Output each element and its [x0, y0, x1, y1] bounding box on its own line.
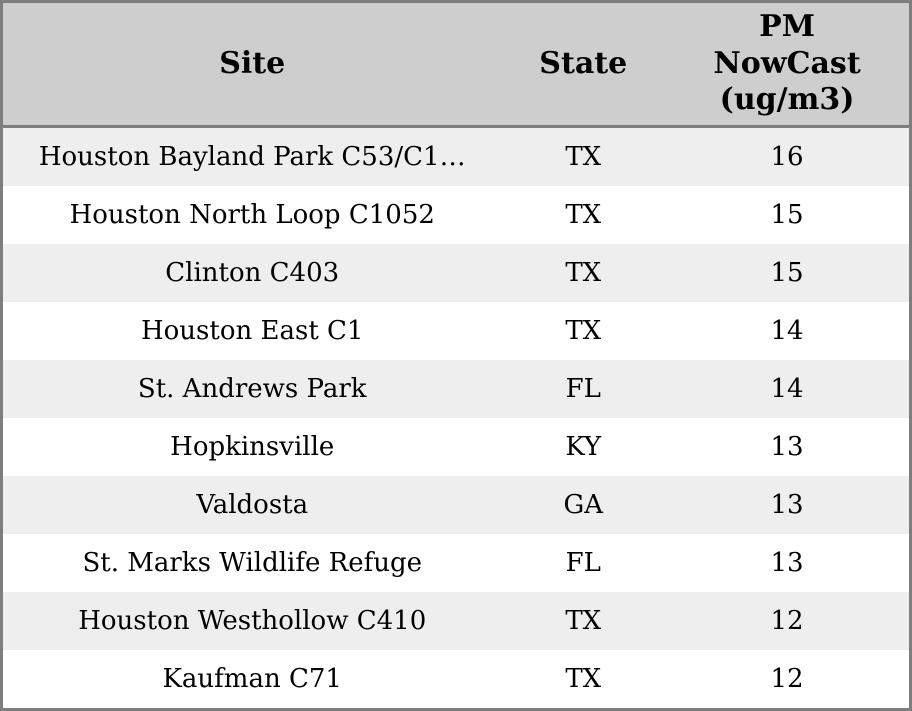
pm-nowcast-cell: 15: [770, 258, 804, 288]
pm-nowcast-cell: 12: [770, 664, 804, 694]
table-row: Houston North Loop C1052 TX 15: [1, 186, 911, 244]
pm-nowcast-cell: 13: [770, 548, 804, 578]
table-body: Houston Bayland Park C53/C1… TX 16 Houst…: [1, 126, 911, 710]
table-header: Site State PM NowCast (ug/m3): [1, 1, 911, 128]
pm-nowcast-cell: 13: [770, 432, 804, 462]
site-cell: Clinton C403: [165, 258, 340, 288]
state-cell: TX: [565, 316, 602, 346]
site-cell: Houston Westhollow C410: [78, 606, 427, 636]
site-cell: Houston North Loop C1052: [69, 200, 435, 230]
state-cell: TX: [565, 142, 602, 172]
site-cell: St. Marks Wildlife Refuge: [82, 548, 422, 578]
state-cell: GA: [563, 490, 604, 520]
state-cell: TX: [565, 258, 602, 288]
state-cell: TX: [565, 664, 602, 694]
pm-nowcast-cell: 13: [770, 490, 804, 520]
pm-nowcast-cell: 16: [770, 142, 804, 172]
state-cell: FL: [565, 374, 601, 404]
state-cell: FL: [565, 548, 601, 578]
site-cell: Kaufman C71: [162, 664, 342, 694]
site-cell: St. Andrews Park: [137, 374, 367, 404]
site-cell: Houston Bayland Park C53/C1…: [38, 142, 466, 172]
site-cell: Hopkinsville: [170, 432, 335, 462]
pm-nowcast-cell: 12: [770, 606, 804, 636]
pm-nowcast-cell: 15: [770, 200, 804, 230]
table-row: Houston East C1 TX 14: [1, 302, 911, 360]
table-row: Hopkinsville KY 13: [1, 418, 911, 476]
state-cell: TX: [565, 200, 602, 230]
table-row: Clinton C403 TX 15: [1, 244, 911, 302]
state-cell: TX: [565, 606, 602, 636]
table-header-row: Site State PM NowCast (ug/m3): [1, 1, 911, 128]
table-row: Kaufman C71 TX 12: [1, 650, 911, 710]
site-cell: Houston East C1: [140, 316, 364, 346]
column-header-pm-nowcast: PM NowCast (ug/m3): [665, 1, 911, 128]
table-row: Houston Westhollow C410 TX 12: [1, 592, 911, 650]
column-header-state: State: [501, 1, 666, 128]
table-row: Houston Bayland Park C53/C1… TX 16: [1, 126, 911, 186]
table-row: St. Andrews Park FL 14: [1, 360, 911, 418]
state-cell: KY: [565, 432, 602, 462]
pm-nowcast-cell: 14: [770, 316, 804, 346]
table-row: St. Marks Wildlife Refuge FL 13: [1, 534, 911, 592]
site-cell: Valdosta: [196, 490, 309, 520]
column-header-site: Site: [1, 1, 502, 128]
table-row: Valdosta GA 13: [1, 476, 911, 534]
pm-nowcast-cell: 14: [770, 374, 804, 404]
